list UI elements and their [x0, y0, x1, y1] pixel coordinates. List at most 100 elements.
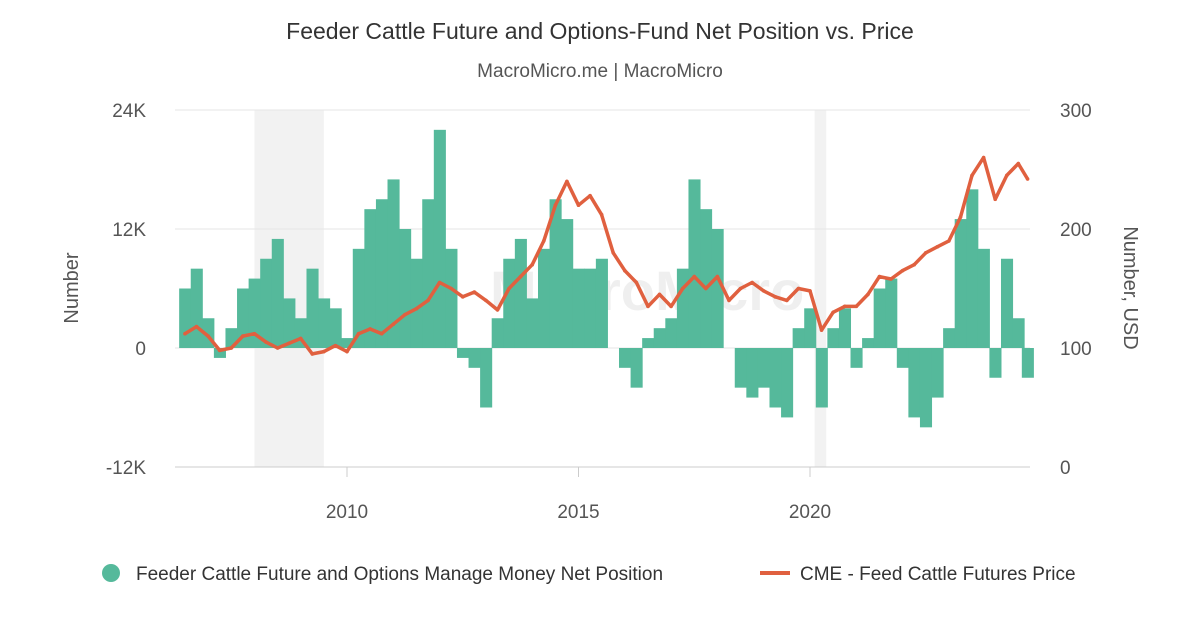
price-point	[935, 245, 940, 249]
legend-item-price[interactable]: CME - Feed Cattle Futures Price	[760, 564, 1076, 585]
bar-net-position	[260, 258, 273, 348]
bar-net-position	[966, 189, 979, 348]
right-axis-title: Number, USD	[1119, 226, 1141, 349]
bar-net-position	[1021, 348, 1034, 378]
price-point	[761, 289, 766, 293]
bar-net-position	[503, 258, 516, 348]
price-point	[611, 251, 616, 255]
price-point	[183, 331, 187, 336]
bar-net-position	[306, 268, 319, 348]
bar-net-position	[213, 348, 226, 358]
bar-net-position	[711, 229, 724, 348]
price-point	[403, 312, 407, 317]
price-point	[553, 203, 558, 207]
price-point	[750, 280, 754, 285]
price-point	[727, 298, 731, 303]
price-point	[981, 155, 986, 160]
legend-item-net-position[interactable]: Feeder Cattle Future and Options Manage …	[102, 564, 663, 585]
bar-net-position	[433, 129, 446, 348]
bar-net-position	[526, 298, 539, 348]
bar-net-position	[827, 328, 840, 348]
left-tick-label: 12K	[112, 220, 146, 241]
price-point	[634, 280, 639, 285]
price-point	[704, 286, 708, 291]
bar-net-position	[676, 268, 689, 348]
price-point	[264, 340, 268, 344]
legend-label-price: CME - Feed Cattle Futures Price	[800, 564, 1076, 585]
legend-marker-bar	[102, 564, 120, 582]
bar-net-position	[271, 238, 284, 348]
price-point	[831, 310, 835, 315]
price-point	[993, 197, 997, 202]
price-point	[796, 286, 801, 291]
price-point	[646, 304, 650, 309]
bar-net-position	[792, 328, 805, 348]
x-tick-label: 2015	[557, 502, 599, 523]
bar-net-position	[943, 328, 956, 348]
bar-net-position	[630, 348, 643, 388]
bar-net-position	[318, 298, 331, 348]
price-point	[229, 346, 234, 350]
bar-net-position	[422, 199, 435, 348]
price-point	[866, 292, 870, 297]
bar-net-position	[619, 348, 632, 368]
bar-net-position	[1000, 258, 1014, 348]
price-point	[958, 215, 963, 219]
price-point	[460, 295, 465, 299]
bar-net-position	[190, 268, 203, 348]
bar-net-position	[584, 268, 597, 348]
bar-net-position	[838, 308, 852, 348]
bar-net-position	[561, 219, 574, 348]
price-point	[657, 292, 662, 297]
bar-net-position	[341, 338, 354, 348]
price-point	[495, 308, 500, 312]
bar-net-position	[248, 278, 261, 348]
price-point	[217, 348, 222, 353]
x-tick-label: 2010	[326, 502, 368, 523]
bar-net-position	[688, 179, 701, 348]
price-point	[275, 346, 280, 350]
bar-net-position	[237, 288, 250, 348]
price-point	[518, 274, 523, 279]
bar-net-position	[595, 258, 608, 348]
price-point	[426, 298, 430, 303]
bar-net-position	[850, 348, 863, 368]
price-point	[819, 328, 824, 332]
right-tick-label: 200	[1060, 220, 1092, 241]
left-tick-label: 0	[135, 339, 146, 360]
bar-net-position	[399, 229, 412, 348]
price-point	[738, 286, 743, 291]
bar-net-position	[804, 308, 817, 348]
price-point	[715, 274, 720, 279]
price-point	[669, 304, 673, 309]
bar-net-position	[352, 248, 365, 348]
price-point	[414, 306, 419, 311]
price-point	[507, 286, 511, 291]
bar-net-position	[549, 199, 562, 348]
price-line	[184, 155, 1030, 356]
price-point	[970, 173, 974, 178]
price-point	[310, 352, 315, 356]
bar-net-position	[896, 348, 909, 368]
price-point	[588, 193, 592, 198]
chart-subtitle: MacroMicro.me | MacroMicro	[477, 61, 723, 82]
price-point	[206, 334, 210, 338]
bar-net-position	[954, 219, 967, 348]
bar-net-position	[537, 248, 551, 348]
price-point	[877, 274, 882, 279]
price-point	[345, 349, 349, 354]
legend-label-net-position: Feeder Cattle Future and Options Manage …	[136, 564, 663, 585]
right-tick-label: 100	[1060, 339, 1092, 360]
bar-net-position	[329, 308, 342, 348]
bar-net-position	[815, 348, 828, 408]
price-point	[912, 262, 916, 267]
bar-net-position	[746, 348, 759, 398]
price-point	[530, 262, 534, 267]
bar-net-position	[514, 238, 527, 348]
bar-net-position	[179, 288, 192, 348]
bar-net-position	[375, 199, 389, 348]
legend: Feeder Cattle Future and Options Manage …	[102, 564, 1076, 585]
price-point	[472, 290, 477, 294]
bar-net-position	[919, 348, 933, 428]
